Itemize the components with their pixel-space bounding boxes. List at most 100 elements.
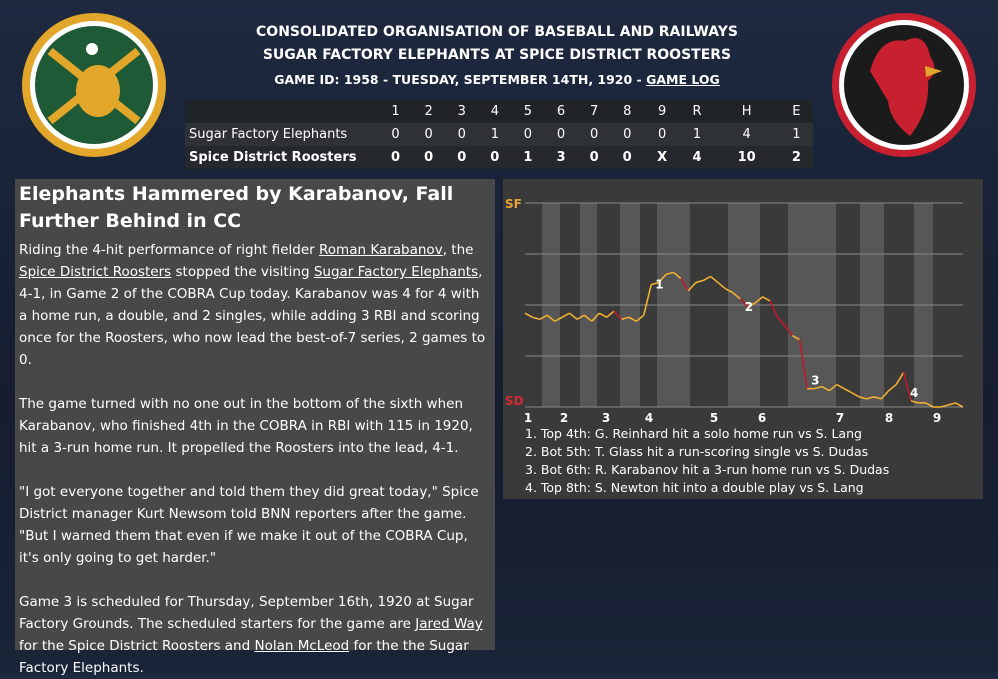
win-probability-segment [717, 281, 726, 290]
win-probability-segment [524, 312, 533, 318]
score-cell: 0 [412, 146, 446, 169]
win-probability-segment [739, 298, 749, 308]
score-cell: 0 [610, 123, 644, 146]
win-probability-segment [680, 278, 690, 292]
score-cell: X [643, 146, 681, 169]
header-cell [185, 100, 379, 123]
link[interactable]: Roman Karabanov [319, 242, 443, 258]
score-cell: 0 [544, 123, 578, 146]
team-name: Sugar Factory Elephants [185, 123, 379, 146]
win-probability-segment [554, 316, 563, 323]
column-header: 2 [412, 100, 446, 123]
game-id: GAME ID: 1958 - TUESDAY, SEPTEMBER 14TH,… [274, 72, 647, 87]
column-header: 4 [478, 100, 512, 123]
inning-label: 4 [645, 411, 653, 425]
paragraph: The game turned with no one out in the b… [19, 393, 491, 459]
paragraph: "I got everyone together and told them t… [19, 481, 491, 569]
event-description: 2. Bot 5th: T. Glass hit a run-scoring s… [525, 444, 868, 459]
link[interactable]: Spice District Roosters [19, 264, 172, 280]
score-cell: 0 [577, 123, 611, 146]
column-header: E [779, 100, 813, 123]
win-probability-segment [643, 284, 652, 316]
inning-label: 3 [602, 411, 610, 425]
score-cell: 1 [511, 146, 545, 169]
score-cell: 0 [478, 146, 512, 169]
win-probability-segment [687, 282, 697, 292]
column-header: 8 [610, 100, 644, 123]
win-probability-segment [784, 324, 793, 337]
column-header: R [680, 100, 714, 123]
win-probability-segment [910, 400, 919, 404]
win-probability-segment [858, 396, 867, 400]
text: for the the Sugar Factory Elephants. [19, 638, 469, 676]
score-cell: 0 [511, 123, 545, 146]
score-cell: 0 [379, 123, 413, 146]
score-cell: 0 [412, 123, 446, 146]
score-cell: 0 [445, 123, 479, 146]
article: Elephants Hammered by Karabanov, Fall Fu… [15, 179, 495, 676]
win-probability-segment [895, 371, 905, 385]
event-marker: 1 [655, 278, 663, 292]
text: stopped the visiting [171, 264, 314, 280]
score-cell: 0 [379, 146, 413, 169]
win-probability-segment [606, 310, 615, 318]
win-probability-segment [598, 312, 608, 318]
inning-label: 5 [710, 411, 718, 425]
text: "I got everyone together and told them t… [19, 484, 479, 566]
game-log-link[interactable]: GAME LOG [646, 72, 720, 87]
win-probability-segment [814, 385, 823, 390]
score-cell: 0 [577, 146, 611, 169]
score-cell: 1 [478, 123, 512, 146]
win-probability-segment [628, 316, 637, 323]
event-marker: 3 [811, 374, 819, 388]
win-probability-segment [836, 383, 845, 390]
win-probability-segment [695, 279, 704, 284]
win-probability-segment [665, 271, 674, 276]
win-probability-segment [880, 390, 890, 400]
win-probability-segment [843, 387, 853, 394]
roosters-logo [832, 13, 976, 157]
win-probability-segment [591, 312, 600, 322]
win-probability-segment [546, 314, 556, 322]
inning-label: 2 [560, 411, 568, 425]
win-probability-segment [791, 334, 801, 341]
inning-label: 6 [758, 411, 766, 425]
win-probability-segment [828, 383, 838, 392]
win-probability-segment [702, 275, 711, 282]
win-probability-segment [762, 296, 771, 302]
event-marker: 2 [745, 300, 753, 314]
text: Riding the 4-hit performance of right fi… [19, 242, 320, 258]
league-title: CONSOLIDATED ORGANISATION OF BASEBALL AN… [256, 24, 738, 40]
event-description: 4. Top 8th: S. Newton hit into a double … [525, 480, 864, 495]
win-probability-segment [658, 273, 667, 284]
win-probability-segment [672, 271, 682, 280]
link[interactable]: Nolan McLeod [254, 638, 350, 654]
matchup: SUGAR FACTORY ELEPHANTS AT SPICE DISTRIC… [262, 47, 732, 63]
win-probability-segment [888, 383, 897, 392]
elephants-logo [22, 13, 166, 157]
column-header: 3 [445, 100, 479, 123]
win-probability-segment [732, 292, 741, 300]
column-header: 7 [577, 100, 611, 123]
win-probability-segment [561, 312, 570, 318]
win-probability-segment [754, 296, 764, 304]
link[interactable]: Jared Way [415, 616, 483, 632]
score-cell: 10 [713, 146, 780, 169]
headline: Elephants Hammered by Karabanov, Fall Fu… [19, 183, 454, 232]
chart-panel: SF SD 1 2 3 4 5 6 7 8 9 1 2 3 4 1. Top 4th: G. Reinhard… [503, 179, 983, 499]
link[interactable]: Sugar Factory Elephants [313, 264, 479, 280]
event-marker: 4 [910, 386, 918, 400]
inning-label: 9 [933, 411, 941, 425]
score-cell: 2 [779, 146, 813, 169]
column-header: 5 [511, 100, 545, 123]
win-probability-segment [798, 339, 808, 389]
text: , 4-1, in Game 2 of the COBRA Cup today.… [19, 264, 486, 368]
text: , the [442, 242, 474, 258]
box-score: 1 2 3 4 5 6 7 8 9 R H E Sugar Factory Elephants 0 0 0 1 0… [185, 100, 813, 169]
inning-label: 8 [885, 411, 893, 425]
score-cell: 1 [779, 123, 813, 146]
text: The game turned with no one out in the b… [19, 396, 473, 456]
win-probability-segment [532, 316, 541, 321]
